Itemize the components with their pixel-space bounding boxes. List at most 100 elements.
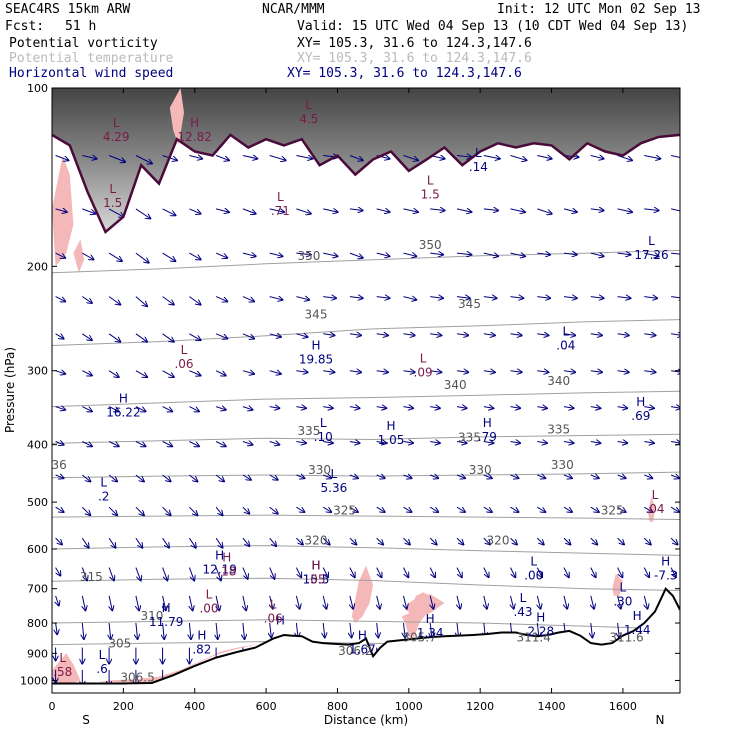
wind-vector bbox=[296, 208, 310, 214]
wind-vector bbox=[296, 156, 312, 159]
wind-vector bbox=[162, 333, 174, 342]
wind-vector bbox=[269, 407, 280, 409]
stratosphere-shading bbox=[52, 88, 680, 232]
isentrope-label: 320 bbox=[487, 534, 510, 548]
x-tick-label: 1200 bbox=[466, 700, 494, 713]
wind-vector bbox=[618, 595, 621, 609]
pv-shade-region bbox=[73, 239, 85, 273]
wind-vector bbox=[135, 155, 152, 164]
wind-vector bbox=[108, 252, 122, 261]
wind-vector bbox=[242, 567, 248, 579]
wind-vector bbox=[162, 537, 169, 548]
wind-vector bbox=[189, 370, 200, 376]
wind-vector bbox=[376, 567, 382, 578]
wind-vector bbox=[242, 537, 249, 546]
wind-vector bbox=[537, 156, 551, 159]
wind-vector bbox=[349, 209, 363, 211]
wind-extreme-value: 1.44 bbox=[624, 623, 651, 637]
wind-vector bbox=[456, 371, 468, 373]
pv-shade-region bbox=[612, 573, 623, 596]
wind-vector bbox=[136, 595, 139, 610]
wind-vector bbox=[109, 595, 112, 610]
wind-vector bbox=[135, 567, 141, 581]
pv-extreme-value: .00 bbox=[199, 601, 218, 615]
wind-vector bbox=[456, 506, 465, 512]
wind-vector bbox=[617, 334, 629, 336]
wind-vector bbox=[483, 475, 492, 478]
wind-vector bbox=[456, 537, 463, 544]
x-axis-label: Distance (km) bbox=[324, 713, 408, 727]
wind-vector bbox=[591, 595, 594, 609]
wind-vector bbox=[430, 253, 443, 255]
terrain-line bbox=[52, 586, 680, 685]
wind-vector bbox=[349, 252, 363, 258]
wind-extreme-value: 11.79 bbox=[149, 615, 183, 629]
wind-extreme-value: 2.28 bbox=[527, 624, 554, 638]
wind-vector bbox=[56, 595, 59, 606]
wind-vector bbox=[349, 155, 363, 161]
wind-vector bbox=[376, 475, 385, 478]
wind-vector bbox=[296, 407, 306, 409]
legend-pv-xy: XY= 105.3, 31.6 to 124.3,147.6 bbox=[297, 36, 532, 51]
wind-vector bbox=[590, 407, 601, 409]
wind-extreme-marker: L bbox=[331, 467, 338, 481]
wind-vector bbox=[135, 252, 149, 263]
wind-vector bbox=[135, 296, 147, 307]
wind-vector bbox=[483, 253, 498, 256]
wind-vector bbox=[269, 155, 286, 161]
wind-vector bbox=[671, 297, 680, 299]
wind-extreme-value: .43 bbox=[513, 605, 532, 619]
wind-vector bbox=[563, 297, 577, 299]
wind-vector bbox=[510, 371, 522, 373]
wind-vector bbox=[55, 537, 62, 544]
wind-vector bbox=[215, 155, 229, 161]
wind-vector bbox=[483, 371, 495, 373]
wind-vector bbox=[295, 567, 301, 578]
header-model: SEAC4RS 15km ARW bbox=[5, 2, 131, 17]
y-axis-label: Pressure (hPa) bbox=[3, 347, 17, 433]
wind-vector bbox=[536, 567, 542, 578]
x-tick-label: 400 bbox=[184, 700, 205, 713]
wind-vector bbox=[376, 407, 387, 409]
wind-vector bbox=[537, 297, 550, 299]
wind-vector bbox=[82, 252, 93, 259]
wind-vector bbox=[135, 406, 146, 412]
wind-vector bbox=[670, 567, 676, 578]
pv-extreme-marker: H bbox=[190, 116, 199, 130]
wind-extreme-value: .79 bbox=[478, 430, 497, 444]
wind-vector bbox=[322, 506, 331, 512]
wind-extreme-marker: L bbox=[562, 325, 569, 339]
pv-extreme-value: .06 bbox=[174, 357, 193, 371]
wind-vector bbox=[617, 537, 624, 544]
wind-vector bbox=[377, 622, 379, 637]
isentrope-label: 330 bbox=[308, 463, 331, 477]
wind-vector bbox=[108, 155, 125, 162]
isentrope-label: 315 bbox=[80, 570, 103, 584]
header-fcst-value: 51 h bbox=[65, 19, 97, 34]
wind-vector bbox=[644, 156, 660, 159]
pv-extreme-marker: L bbox=[652, 488, 659, 502]
isentrope-label: 350 bbox=[419, 238, 442, 252]
wind-extreme-value: 17.26 bbox=[634, 248, 668, 262]
wind-vector bbox=[349, 371, 361, 373]
wind-vector bbox=[376, 371, 388, 373]
isentrope-label: 345 bbox=[305, 308, 328, 322]
wind-vector bbox=[55, 506, 64, 512]
y-tick-label: 200 bbox=[27, 260, 48, 273]
wind-vector bbox=[590, 475, 599, 478]
tropopause-contour bbox=[52, 133, 680, 235]
wind-vector bbox=[617, 506, 626, 512]
wind-vector bbox=[644, 371, 655, 373]
isentrope-label: 340 bbox=[444, 378, 467, 392]
isentrope-label: 330 bbox=[469, 463, 492, 477]
wind-extreme-marker: L bbox=[99, 648, 106, 662]
wind-vector bbox=[537, 208, 551, 214]
wind-vector bbox=[82, 595, 85, 610]
wind-vector bbox=[644, 334, 655, 336]
wind-vector bbox=[644, 506, 652, 512]
wind-vector bbox=[55, 155, 69, 161]
wind-vector bbox=[82, 156, 96, 159]
isentrope-line bbox=[52, 249, 680, 274]
wind-vector bbox=[510, 475, 519, 478]
wind-vector bbox=[430, 622, 432, 637]
